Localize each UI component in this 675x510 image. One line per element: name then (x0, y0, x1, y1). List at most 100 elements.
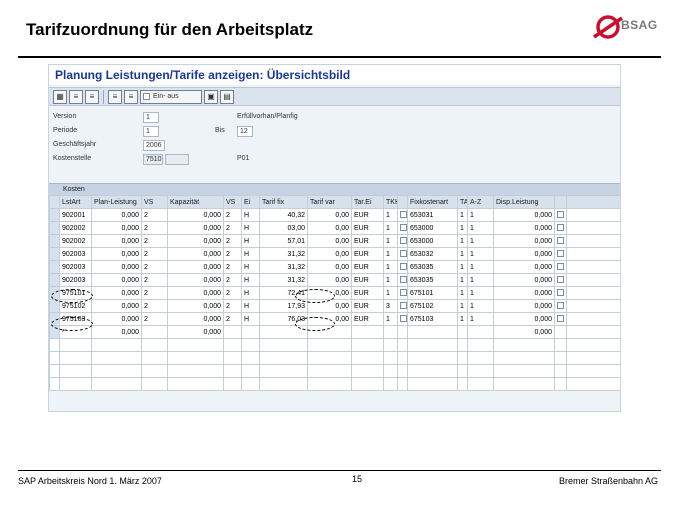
table-cell[interactable]: 1 (383, 312, 398, 326)
table-cell[interactable]: 1 (457, 234, 468, 248)
table-cell[interactable]: 03,00 (259, 221, 308, 235)
table-cell[interactable]: 1 (457, 247, 468, 261)
checkbox-icon[interactable] (400, 224, 407, 232)
costcenter-field-ext[interactable] (165, 154, 189, 165)
table-row[interactable]: 902002 0,000 2 0,000 2 H 57,01 0,00 EUR 1 653000 1 1… (49, 234, 620, 248)
table-cell[interactable]: 0,000 (91, 273, 142, 287)
table-cell[interactable]: 653032 (407, 247, 458, 261)
table-cell[interactable]: EUR (351, 299, 384, 313)
table-cell[interactable]: 17,93 (259, 299, 308, 313)
table-cell[interactable]: 1 (467, 260, 494, 274)
checkbox-icon[interactable] (557, 211, 564, 219)
list-icon[interactable]: ≡ (69, 89, 83, 104)
table-row[interactable]: 902001 0,000 2 0,000 2 H 40,32 0,00 EUR 1 653031 1 1… (49, 208, 620, 222)
table-cell[interactable]: 2 (141, 286, 168, 300)
row-select-icon[interactable] (49, 234, 60, 248)
row-select-icon[interactable] (49, 260, 60, 274)
table-cell[interactable]: 1 (457, 273, 468, 287)
table-cell[interactable]: 1 (383, 260, 398, 274)
period-from-field[interactable]: 1 (143, 126, 159, 137)
column-header[interactable]: Tarif var (307, 195, 352, 209)
table-cell[interactable]: 0,000 (167, 312, 224, 326)
table-cell[interactable]: 0,000 (493, 312, 555, 326)
row-checkbox[interactable] (554, 325, 567, 339)
row-select-icon[interactable] (49, 221, 60, 235)
table-cell[interactable]: 902003 (59, 273, 92, 287)
table-cell[interactable]: 1 (457, 208, 468, 222)
checkbox-icon[interactable] (557, 302, 564, 310)
table-cell[interactable]: 2 (141, 208, 168, 222)
table-cell[interactable]: 0,000 (493, 208, 555, 222)
period-to-field[interactable]: 12 (237, 126, 253, 137)
checkbox-icon[interactable] (400, 315, 407, 323)
version-field[interactable]: 1 (143, 112, 159, 123)
column-header[interactable]: Tar.Ei (351, 195, 384, 209)
row-checkbox[interactable] (397, 234, 408, 248)
table-cell[interactable]: 1 (383, 221, 398, 235)
table-cell[interactable]: EUR (351, 234, 384, 248)
row-checkbox[interactable] (554, 247, 567, 261)
table-cell[interactable]: 0,000 (167, 234, 224, 248)
table-cell[interactable]: 1 (457, 286, 468, 300)
table-cell[interactable]: 1 (457, 221, 468, 235)
table-cell[interactable]: H (241, 221, 260, 235)
column-header[interactable]: VS (141, 195, 168, 209)
row-select-icon[interactable] (49, 273, 60, 287)
table-cell[interactable]: 2 (223, 312, 242, 326)
table-cell[interactable]: 2 (141, 247, 168, 261)
table-cell[interactable]: EUR (351, 312, 384, 326)
row-checkbox[interactable] (554, 299, 567, 313)
table-cell[interactable]: EUR (351, 286, 384, 300)
checkbox-icon[interactable] (400, 237, 407, 245)
table-cell[interactable]: 1 (467, 273, 494, 287)
row-checkbox[interactable] (554, 312, 567, 326)
row-checkbox[interactable] (397, 286, 408, 300)
checkbox-icon[interactable] (557, 315, 564, 323)
table-cell[interactable]: 902003 (59, 260, 92, 274)
row-select-icon[interactable] (49, 247, 60, 261)
table-cell[interactable]: 0,000 (493, 234, 555, 248)
table-cell[interactable]: 0,000 (493, 273, 555, 287)
table-cell[interactable]: 653000 (407, 234, 458, 248)
column-header[interactable]: Plan-Leistung (91, 195, 142, 209)
checkbox-icon[interactable] (400, 263, 407, 271)
table-cell[interactable]: 0,000 (493, 299, 555, 313)
table-cell[interactable]: 1 (467, 247, 494, 261)
table-cell[interactable]: 0,000 (493, 260, 555, 274)
column-header[interactable]: Disp.Leistung (493, 195, 555, 209)
table-cell[interactable]: 2 (223, 299, 242, 313)
table-cell[interactable]: 1 (383, 273, 398, 287)
column-header[interactable]: VS (223, 195, 242, 209)
table-cell[interactable] (383, 325, 398, 339)
table-cell[interactable]: 902002 (59, 221, 92, 235)
table-cell[interactable]: 1 (457, 299, 468, 313)
row-checkbox[interactable] (554, 273, 567, 287)
table-cell[interactable] (457, 325, 468, 339)
row-checkbox[interactable] (554, 221, 567, 235)
table-cell[interactable]: 2 (141, 312, 168, 326)
table-cell[interactable]: 57,01 (259, 234, 308, 248)
row-select-icon[interactable] (49, 208, 60, 222)
table-cell[interactable]: 0,000 (91, 247, 142, 261)
table-row[interactable]: 902003 0,000 2 0,000 2 H 31,32 0,00 EUR 1 653035 1 1… (49, 273, 620, 287)
list-icon[interactable]: ≡ (85, 89, 99, 104)
select-all-icon[interactable] (49, 195, 60, 209)
row-checkbox[interactable] (397, 221, 408, 235)
table-cell[interactable] (259, 325, 308, 339)
table-cell[interactable]: H (241, 299, 260, 313)
table-cell[interactable]: 0,000 (493, 286, 555, 300)
table-cell[interactable]: 653035 (407, 260, 458, 274)
table-cell[interactable]: 0,000 (167, 273, 224, 287)
save-icon[interactable]: ▣ (204, 89, 218, 104)
table-cell[interactable]: 653000 (407, 221, 458, 235)
table-cell[interactable]: 0,000 (91, 325, 142, 339)
table-cell[interactable]: 2 (223, 208, 242, 222)
table-cell[interactable]: 0,000 (167, 260, 224, 274)
list-icon[interactable]: ≡ (124, 89, 138, 104)
table-cell[interactable]: 31,32 (259, 273, 308, 287)
table-cell[interactable]: 0,00 (307, 273, 352, 287)
table-row[interactable]: 902002 0,000 2 0,000 2 H 03,00 0,00 EUR 1 653000 1 1… (49, 221, 620, 235)
table-cell[interactable] (241, 325, 260, 339)
row-checkbox[interactable] (397, 325, 408, 339)
table-row[interactable]: 902003 0,000 2 0,000 2 H 31,32 0,00 EUR 1 653032 1 1… (49, 247, 620, 261)
